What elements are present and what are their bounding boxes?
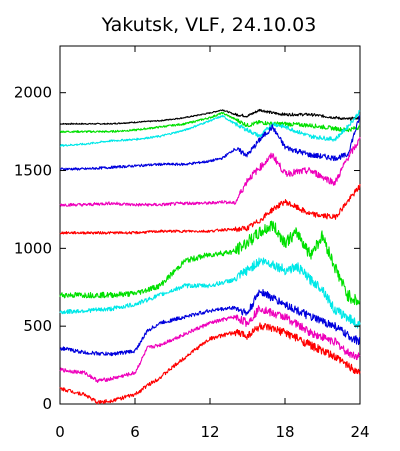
y-axis: 0 500 1000 1500 2000 (14, 84, 360, 413)
series-layer (59, 108, 361, 405)
series-line-6 (59, 183, 361, 235)
x-axis: 0 6 12 18 24 (55, 46, 370, 441)
y-tick-label: 2000 (14, 84, 52, 102)
y-tick-label: 0 (42, 395, 52, 413)
x-tick-label: 18 (275, 423, 294, 441)
series-line-8 (59, 257, 361, 329)
series-line-11 (59, 322, 361, 405)
plot-frame (59, 45, 361, 405)
x-tick-label: 12 (200, 423, 219, 441)
series-line-1 (59, 108, 361, 125)
y-tick-label: 1500 (14, 162, 52, 180)
series-line-3 (59, 110, 361, 148)
y-tick-label: 500 (23, 317, 52, 335)
x-tick-label: 0 (55, 423, 65, 441)
series-line-2 (59, 111, 361, 134)
x-tick-label: 6 (130, 423, 140, 441)
series-line-5 (59, 136, 361, 207)
y-tick-label: 1000 (14, 239, 52, 257)
series-line-10 (59, 305, 361, 383)
series-line-9 (59, 289, 361, 357)
series-line-4 (59, 115, 361, 171)
chart-title: Yakutsk, VLF, 24.10.03 (101, 14, 317, 36)
x-tick-label: 24 (350, 423, 369, 441)
series-line-7 (59, 220, 361, 306)
